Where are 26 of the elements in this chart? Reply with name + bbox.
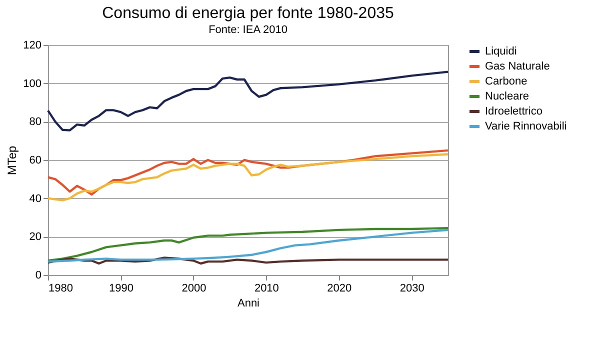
line-series bbox=[46, 149, 450, 196]
y-tick-label: 120 bbox=[23, 40, 42, 52]
x-axis-title: Anni bbox=[237, 298, 260, 310]
x-tick-label: 2010 bbox=[254, 282, 279, 294]
y-tick-label: 100 bbox=[23, 78, 42, 90]
y-tick-label: 20 bbox=[29, 231, 42, 244]
line-series bbox=[46, 70, 450, 132]
legend-label: Nucleare bbox=[485, 90, 530, 102]
chart-title: Consumo di energia per fonte 1980-2035 bbox=[102, 5, 394, 22]
legend-label: Carbone bbox=[485, 76, 528, 88]
x-tick-label: 2000 bbox=[182, 282, 206, 294]
legend-label: Liquidi bbox=[485, 46, 517, 58]
y-tick-label: 40 bbox=[29, 192, 42, 205]
y-tick-label: 80 bbox=[29, 116, 42, 128]
y-tick-label: 0 bbox=[35, 270, 42, 282]
y-tick-label: 60 bbox=[29, 154, 42, 166]
x-tick-label: 2020 bbox=[327, 282, 352, 294]
y-axis-title: MTep bbox=[5, 146, 20, 176]
chart-subtitle: Fonte: IEA 2010 bbox=[208, 24, 288, 36]
line-series bbox=[46, 153, 450, 202]
legend-label: Gas Naturale bbox=[485, 60, 550, 72]
x-tick-label: 1980 bbox=[48, 282, 73, 294]
x-tick-label: 2030 bbox=[400, 282, 424, 294]
legend-label: Varie Rinnovabili bbox=[485, 120, 567, 132]
x-tick-label: 1990 bbox=[108, 282, 134, 294]
legend-label: Idroelettrico bbox=[485, 106, 542, 118]
